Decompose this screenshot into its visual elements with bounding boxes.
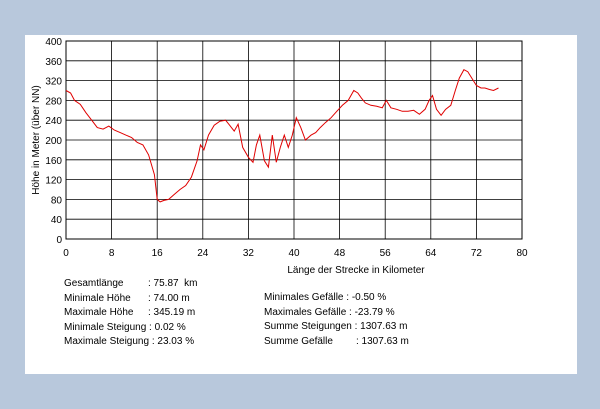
stat-value: : 0.02 % — [149, 321, 186, 333]
y-tick-label: 0 — [56, 235, 62, 246]
stat-label: Summe Steigungen — [264, 321, 352, 332]
stat-label: Maximales Gefälle — [264, 306, 347, 318]
stat-label: Minimales Gefälle — [264, 292, 344, 303]
y-tick-label: 200 — [45, 136, 62, 147]
stat-label: Maximale Höhe — [64, 307, 134, 318]
stat-row: Maximales Gefälle : -23.79 % — [264, 306, 409, 321]
x-tick-labels: 0 8 16 24 32 40 48 56 64 72 80 — [63, 248, 528, 259]
stat-label: Minimale Steigung — [64, 321, 147, 333]
elevation-line — [65, 69, 499, 203]
y-tick-label: 360 — [45, 57, 62, 68]
x-tick-label: 80 — [516, 248, 528, 259]
x-tick-label: 16 — [152, 248, 164, 259]
stat-label: Minimale Höhe — [64, 292, 131, 304]
stat-value: : 74.00 m — [148, 292, 190, 304]
stat-value: : -0.50 % — [346, 292, 387, 303]
plot-frame — [65, 40, 523, 240]
x-tick-label: 24 — [197, 248, 209, 259]
stat-row: Gesamtlänge : 75.87 km — [64, 277, 197, 292]
stat-label: Maximale Steigung — [64, 336, 150, 347]
stat-row: Summe Gefälle : 1307.63 m — [264, 335, 409, 350]
stat-row: Minimales Gefälle : -0.50 % — [264, 291, 409, 306]
y-tick-label: 160 — [45, 156, 62, 167]
stat-value: : 345.19 m — [148, 307, 196, 318]
stats-right: Minimales Gefälle : -0.50 % Maximales Ge… — [264, 291, 409, 349]
y-tick-labels: 0 40 80 120 160 200 240 280 320 360 400 — [45, 37, 62, 246]
stat-label: Summe Gefälle — [264, 335, 333, 347]
y-tick-label: 240 — [45, 116, 62, 127]
y-tick-label: 80 — [51, 195, 63, 206]
stat-value: : -23.79 % — [349, 306, 395, 318]
x-tick-label: 0 — [63, 248, 69, 259]
x-tick-label: 72 — [471, 248, 483, 259]
x-axis-label: Länge der Strecke in Kilometer — [287, 265, 425, 276]
x-tick-label: 40 — [288, 248, 300, 259]
x-tick-label: 64 — [425, 248, 437, 259]
y-tick-label: 400 — [45, 37, 62, 48]
stat-value: : 23.03 % — [151, 336, 195, 347]
stat-row: Minimale Höhe : 74.00 m — [64, 292, 197, 307]
stat-row: Maximale Höhe : 345.19 m — [64, 306, 197, 321]
y-tick-label: 280 — [45, 96, 62, 107]
stat-value: : 75.87 km — [148, 278, 198, 289]
stat-row: Minimale Steigung : 0.02 % — [64, 321, 197, 336]
x-tick-label: 8 — [109, 248, 115, 259]
stat-value: : 1307.63 m — [356, 335, 409, 347]
x-tick-label: 56 — [380, 248, 392, 259]
stat-value: : 1307.63 m — [354, 321, 408, 332]
y-tick-label: 40 — [51, 215, 63, 226]
stat-row: Summe Steigungen : 1307.63 m — [264, 320, 409, 335]
stat-label: Gesamtlänge — [64, 278, 124, 289]
x-tick-label: 48 — [334, 248, 346, 259]
stats-left: Gesamtlänge : 75.87 km Minimale Höhe : 74.… — [64, 277, 197, 350]
y-tick-label: 320 — [45, 77, 62, 88]
x-tick-label: 32 — [243, 248, 255, 259]
y-tick-label: 120 — [45, 176, 62, 187]
y-axis-label: Höhe in Meter (über NN) — [31, 85, 42, 194]
stat-row: Maximale Steigung : 23.03 % — [64, 335, 197, 350]
chart-panel — [25, 35, 577, 374]
